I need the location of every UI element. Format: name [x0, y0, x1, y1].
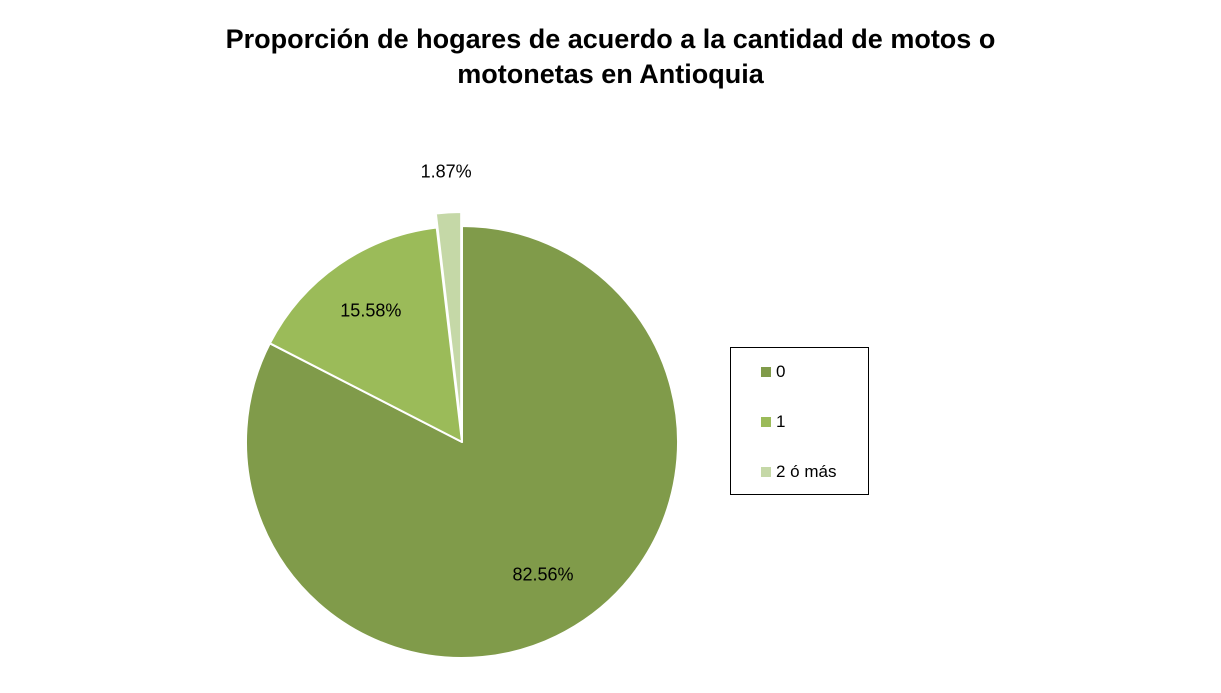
legend-swatch-2 [761, 467, 771, 477]
pie-slice-2 [434, 211, 463, 430]
chart-title: Proporción de hogares de acuerdo a la ca… [0, 22, 1221, 92]
data-label-2: 1.87% [421, 161, 472, 181]
legend-swatch-0 [761, 367, 771, 377]
pie-slice-1 [268, 226, 463, 443]
data-label-0: 82.56% [513, 565, 574, 585]
legend-item-2: 2 ó más [761, 462, 836, 482]
legend-item-1: 1 [761, 412, 785, 432]
pie-data-labels: 82.56% 15.58% 1.87% [340, 161, 573, 584]
chart-title-line-1: Proporción de hogares de acuerdo a la ca… [225, 24, 996, 54]
pie-slices [245, 211, 679, 659]
legend-swatch-1 [761, 417, 771, 427]
legend: 0 1 2 ó más [730, 347, 869, 495]
chart-title-line-2: motonetas en Antioquia [457, 59, 764, 89]
legend-label-1: 1 [776, 412, 786, 431]
legend-label-2: 2 ó más [776, 462, 837, 481]
legend-item-0: 0 [761, 362, 785, 382]
data-label-1: 15.58% [340, 301, 401, 321]
legend-label-0: 0 [776, 362, 786, 381]
